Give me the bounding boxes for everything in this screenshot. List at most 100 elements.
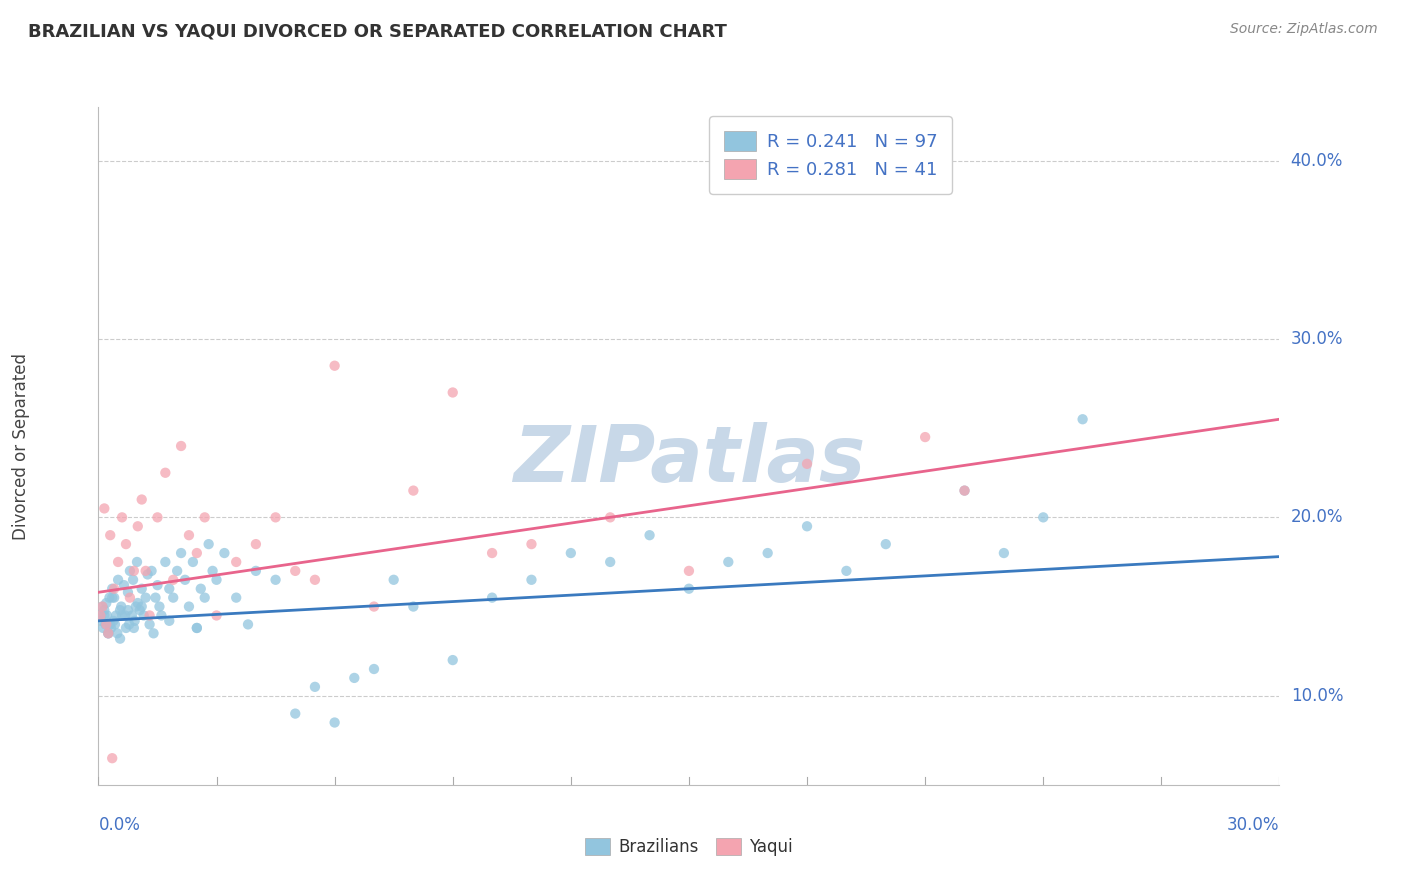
Point — [103, 582, 125, 596]
Text: 10.0%: 10.0% — [1291, 687, 1343, 705]
Point — [135, 591, 157, 605]
Point — [382, 573, 405, 587]
Point — [197, 537, 219, 551]
Point — [560, 546, 582, 560]
Point — [121, 608, 143, 623]
Point — [118, 617, 141, 632]
Point — [190, 582, 212, 596]
Point — [131, 492, 153, 507]
Point — [98, 591, 121, 605]
Point — [363, 662, 385, 676]
Point — [131, 582, 153, 596]
Point — [264, 510, 287, 524]
Point — [402, 483, 425, 498]
Point — [101, 582, 124, 596]
Point — [98, 528, 121, 542]
Point — [155, 555, 177, 569]
Point — [993, 546, 1015, 560]
Point — [117, 585, 139, 599]
Point — [127, 519, 149, 533]
Point — [205, 573, 228, 587]
Point — [284, 564, 307, 578]
Point — [111, 608, 134, 623]
Point — [186, 621, 208, 635]
Point — [94, 617, 117, 632]
Point — [111, 510, 134, 524]
Point — [264, 573, 287, 587]
Point — [110, 599, 132, 614]
Point — [125, 555, 148, 569]
Point — [181, 555, 204, 569]
Point — [717, 555, 740, 569]
Point — [108, 632, 131, 646]
Point — [953, 483, 976, 498]
Point — [323, 715, 346, 730]
Point — [96, 617, 118, 632]
Point — [96, 596, 118, 610]
Point — [441, 653, 464, 667]
Point — [141, 564, 163, 578]
Point — [142, 626, 165, 640]
Point — [91, 621, 114, 635]
Point — [96, 608, 118, 623]
Point — [122, 621, 145, 635]
Point — [194, 591, 217, 605]
Point — [127, 596, 149, 610]
Point — [166, 564, 188, 578]
Point — [131, 599, 153, 614]
Point — [124, 614, 146, 628]
Text: 30.0%: 30.0% — [1291, 330, 1343, 348]
Point — [98, 617, 121, 632]
Point — [91, 599, 114, 614]
Point — [914, 430, 936, 444]
Point — [1071, 412, 1094, 426]
Point — [481, 591, 503, 605]
Point — [118, 591, 141, 605]
Point — [304, 680, 326, 694]
Point — [236, 617, 259, 632]
Point — [97, 626, 120, 640]
Point — [214, 546, 236, 560]
Point — [112, 578, 135, 592]
Point — [186, 621, 208, 635]
Point — [132, 608, 155, 623]
Point — [177, 528, 200, 542]
Point — [796, 457, 818, 471]
Point — [125, 599, 148, 614]
Text: ZIPatlas: ZIPatlas — [513, 422, 865, 498]
Point — [105, 626, 128, 640]
Point — [177, 599, 200, 614]
Point — [128, 603, 150, 617]
Point — [796, 519, 818, 533]
Point — [245, 564, 267, 578]
Point — [146, 510, 169, 524]
Point — [97, 626, 120, 640]
Point — [225, 555, 247, 569]
Point — [157, 614, 180, 628]
Point — [135, 564, 157, 578]
Point — [93, 608, 115, 623]
Point — [136, 567, 159, 582]
Point — [138, 617, 160, 632]
Point — [93, 501, 115, 516]
Point — [114, 608, 136, 623]
Text: 40.0%: 40.0% — [1291, 152, 1343, 169]
Point — [520, 537, 543, 551]
Point — [115, 621, 138, 635]
Point — [756, 546, 779, 560]
Point — [97, 626, 120, 640]
Point — [122, 564, 145, 578]
Point — [150, 608, 173, 623]
Point — [105, 608, 128, 623]
Point — [194, 510, 217, 524]
Point — [481, 546, 503, 560]
Point — [520, 573, 543, 587]
Point — [162, 591, 184, 605]
Text: BRAZILIAN VS YAQUI DIVORCED OR SEPARATED CORRELATION CHART: BRAZILIAN VS YAQUI DIVORCED OR SEPARATED… — [28, 22, 727, 40]
Point — [89, 608, 111, 623]
Point — [441, 385, 464, 400]
Point — [174, 573, 197, 587]
Point — [599, 510, 621, 524]
Point — [323, 359, 346, 373]
Point — [104, 617, 127, 632]
